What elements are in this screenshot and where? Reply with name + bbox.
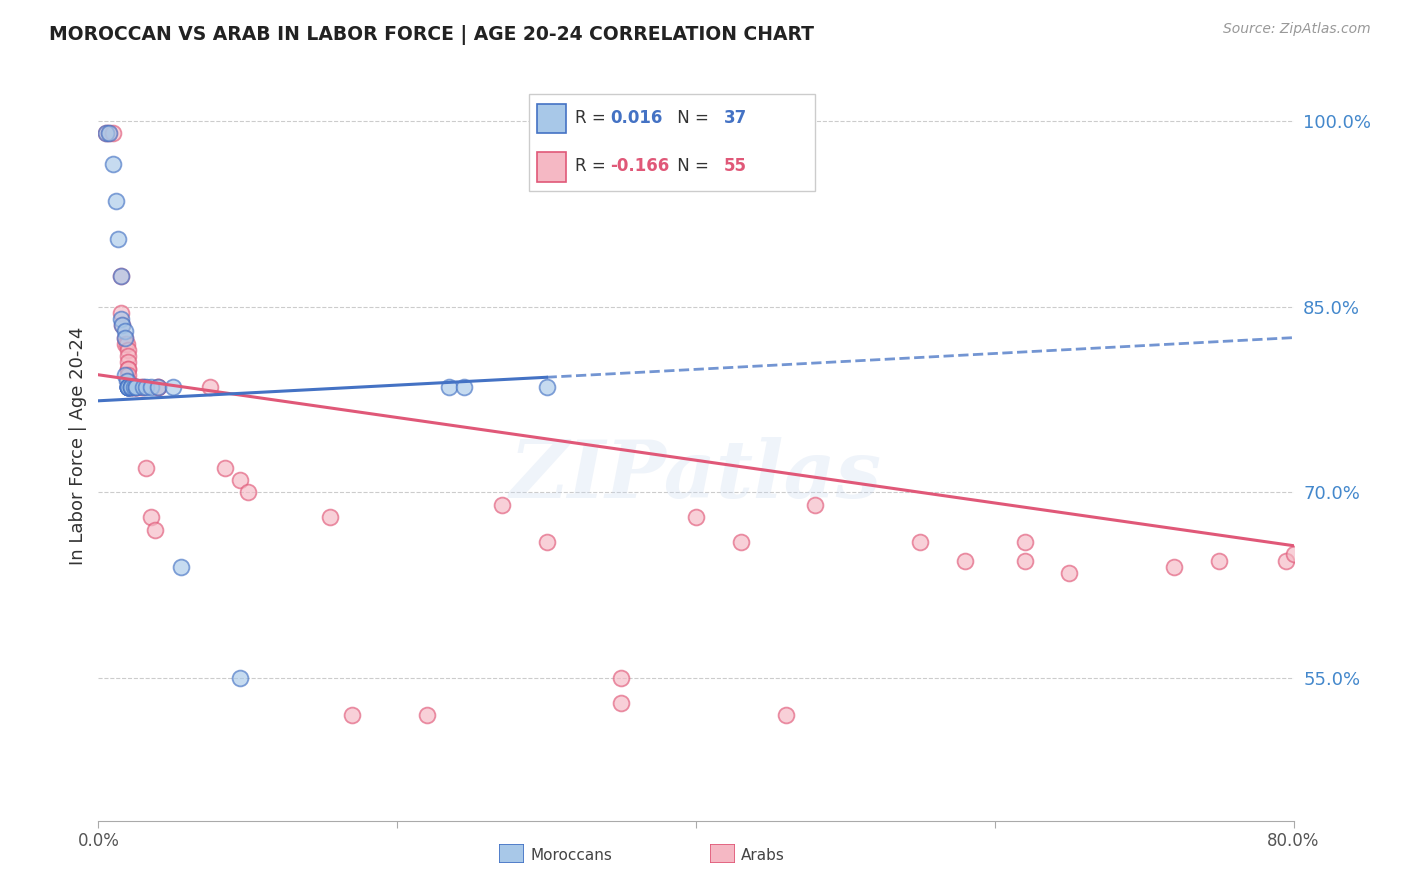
Point bbox=[111, 318, 134, 333]
Point bbox=[1275, 553, 1298, 567]
Y-axis label: In Labor Force | Age 20-24: In Labor Force | Age 20-24 bbox=[69, 326, 87, 566]
Point bbox=[117, 380, 139, 394]
Point bbox=[908, 535, 931, 549]
Point bbox=[117, 380, 139, 394]
Point bbox=[1163, 559, 1185, 574]
Point bbox=[148, 380, 170, 394]
Point bbox=[117, 368, 139, 382]
Point bbox=[124, 380, 146, 394]
Point bbox=[120, 380, 142, 394]
Point bbox=[416, 708, 439, 723]
Point bbox=[117, 380, 139, 394]
Point bbox=[319, 510, 342, 524]
Point bbox=[132, 380, 155, 394]
Point bbox=[730, 535, 752, 549]
Point bbox=[117, 374, 139, 388]
Text: ZIPatlas: ZIPatlas bbox=[510, 437, 882, 515]
Text: MOROCCAN VS ARAB IN LABOR FORCE | AGE 20-24 CORRELATION CHART: MOROCCAN VS ARAB IN LABOR FORCE | AGE 20… bbox=[49, 25, 814, 45]
Point bbox=[129, 380, 152, 394]
Point bbox=[610, 671, 633, 685]
Point bbox=[105, 194, 128, 209]
Point bbox=[110, 268, 132, 283]
Point bbox=[536, 535, 558, 549]
Point bbox=[536, 380, 558, 394]
Point bbox=[97, 126, 120, 140]
Point bbox=[107, 231, 129, 245]
Text: Arabs: Arabs bbox=[741, 848, 785, 863]
Point bbox=[110, 306, 132, 320]
Point bbox=[111, 318, 134, 333]
Point bbox=[135, 460, 157, 475]
Point bbox=[120, 380, 142, 394]
Point bbox=[162, 380, 184, 394]
Point bbox=[125, 380, 148, 394]
Point bbox=[94, 126, 117, 140]
Point bbox=[139, 380, 162, 394]
Point bbox=[117, 343, 139, 357]
Point bbox=[114, 368, 136, 382]
Point bbox=[143, 523, 166, 537]
Point bbox=[114, 331, 136, 345]
Point bbox=[1014, 553, 1036, 567]
Point bbox=[115, 336, 138, 351]
Point bbox=[439, 380, 461, 394]
Point bbox=[117, 355, 139, 369]
Point bbox=[148, 380, 170, 394]
Point bbox=[124, 380, 146, 394]
Point bbox=[214, 460, 236, 475]
Point bbox=[200, 380, 222, 394]
Point bbox=[125, 380, 148, 394]
Point bbox=[117, 349, 139, 363]
Point bbox=[117, 380, 139, 394]
Text: Moroccans: Moroccans bbox=[530, 848, 612, 863]
Point bbox=[120, 380, 142, 394]
Point bbox=[114, 336, 136, 351]
Point bbox=[114, 325, 136, 339]
Point bbox=[117, 361, 139, 376]
Point bbox=[117, 380, 139, 394]
Point bbox=[103, 126, 125, 140]
Point bbox=[1282, 547, 1305, 561]
Point bbox=[120, 380, 142, 394]
Point bbox=[117, 380, 139, 394]
Point bbox=[110, 268, 132, 283]
Point bbox=[1059, 566, 1081, 580]
Point bbox=[453, 380, 475, 394]
Point bbox=[1208, 553, 1230, 567]
Point bbox=[97, 126, 120, 140]
Point bbox=[139, 510, 162, 524]
Point bbox=[117, 380, 139, 394]
Point bbox=[120, 380, 142, 394]
Point bbox=[229, 671, 252, 685]
Point bbox=[117, 380, 139, 394]
Point bbox=[117, 380, 139, 394]
Point bbox=[135, 380, 157, 394]
Point bbox=[342, 708, 364, 723]
Point bbox=[685, 510, 707, 524]
Point bbox=[236, 485, 259, 500]
Point bbox=[953, 553, 976, 567]
Point bbox=[132, 380, 155, 394]
Text: Source: ZipAtlas.com: Source: ZipAtlas.com bbox=[1223, 22, 1371, 37]
Point bbox=[125, 380, 148, 394]
Point bbox=[125, 380, 148, 394]
Point bbox=[120, 380, 142, 394]
Point bbox=[804, 498, 827, 512]
Point bbox=[114, 331, 136, 345]
Point bbox=[117, 380, 139, 394]
Point bbox=[110, 312, 132, 326]
Point bbox=[169, 559, 191, 574]
Point bbox=[125, 380, 148, 394]
Point bbox=[117, 361, 139, 376]
Point bbox=[1014, 535, 1036, 549]
Point bbox=[94, 126, 117, 140]
Point bbox=[491, 498, 513, 512]
Point bbox=[148, 380, 170, 394]
Point bbox=[115, 374, 138, 388]
Point bbox=[229, 473, 252, 487]
Point bbox=[103, 157, 125, 171]
Point bbox=[775, 708, 797, 723]
Point bbox=[610, 696, 633, 710]
